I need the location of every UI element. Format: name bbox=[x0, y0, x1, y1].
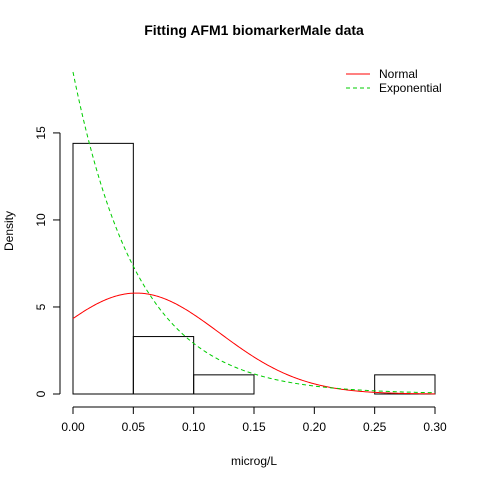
normal-curve bbox=[72, 292, 435, 395]
x-tick-label: 0.15 bbox=[242, 420, 266, 434]
histogram-bars bbox=[72, 142, 436, 395]
x-tick-label: 0.00 bbox=[61, 420, 85, 434]
histogram-bar bbox=[374, 374, 436, 395]
legend: Normal Exponential bbox=[346, 67, 442, 95]
histogram-bar bbox=[72, 142, 134, 395]
histogram-bar bbox=[193, 374, 255, 395]
chart-title: Fitting AFM1 biomarkerMale data bbox=[144, 22, 364, 38]
y-axis: 0 5 10 15 bbox=[34, 126, 61, 397]
y-tick-label: 10 bbox=[34, 213, 48, 227]
x-tick-label: 0.30 bbox=[423, 420, 447, 434]
x-tick-label: 0.25 bbox=[363, 420, 387, 434]
exponential-curve bbox=[72, 71, 436, 394]
x-tick-label: 0.10 bbox=[182, 420, 206, 434]
y-tick-label: 0 bbox=[34, 390, 48, 397]
x-axis-label: microg/L bbox=[231, 454, 277, 468]
y-tick-label: 15 bbox=[34, 126, 48, 140]
fitted-curves bbox=[72, 71, 436, 395]
legend-label-normal: Normal bbox=[379, 67, 418, 81]
y-axis-label: Density bbox=[2, 211, 16, 251]
legend-label-exponential: Exponential bbox=[379, 81, 442, 95]
x-axis: 0.00 0.05 0.10 0.15 0.20 0.25 0.30 bbox=[61, 406, 447, 434]
y-tick-label: 5 bbox=[34, 303, 48, 310]
histogram-bar bbox=[132, 336, 195, 395]
x-tick-label: 0.20 bbox=[303, 420, 327, 434]
x-tick-label: 0.05 bbox=[122, 420, 146, 434]
